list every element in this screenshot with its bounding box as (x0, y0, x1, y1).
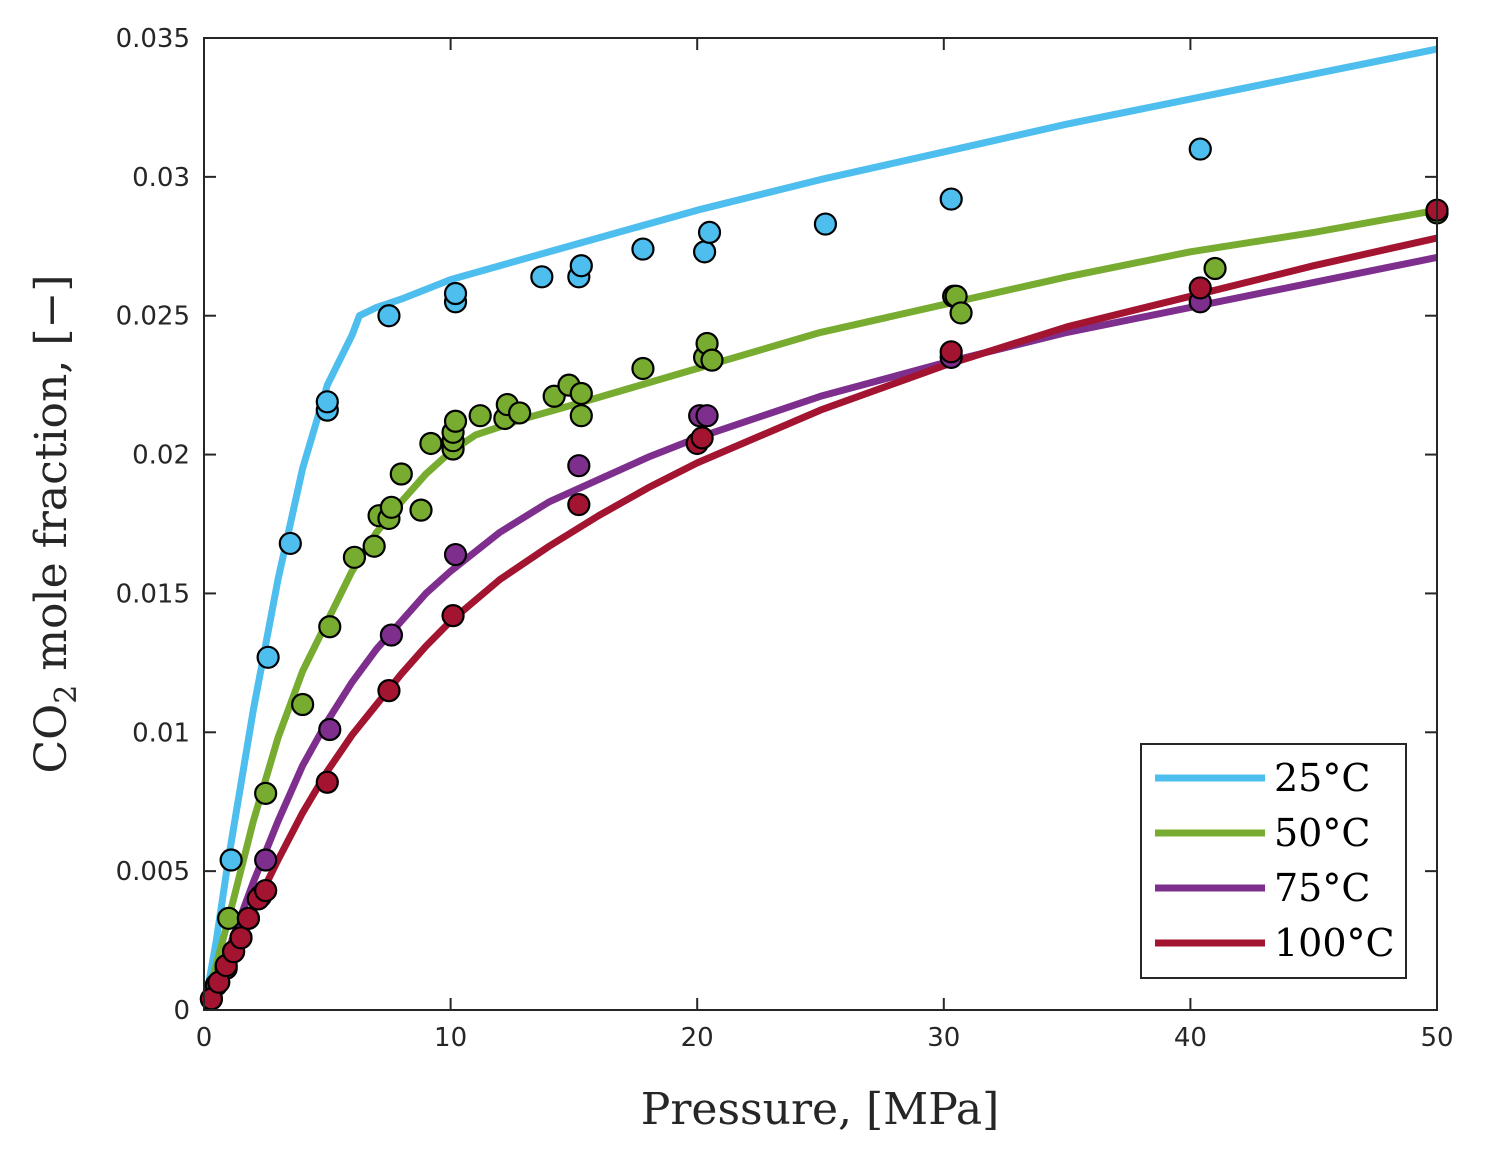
legend-label-2: 75°C (1274, 866, 1370, 910)
series-line-0 (204, 45, 1437, 1010)
data-point-series-1 (443, 409, 468, 433)
data-point-series-3 (229, 926, 253, 950)
x-tick-label: 50 (1420, 1023, 1453, 1053)
y-axis-title-prefix: CO (26, 704, 77, 774)
y-tick-label: 0.035 (116, 24, 190, 54)
data-point-series-1 (409, 498, 433, 522)
data-point-series-0 (530, 265, 554, 289)
data-point-series-1 (569, 381, 593, 406)
data-point-series-1 (468, 404, 492, 428)
y-tick-label: 0.02 (132, 441, 190, 471)
data-point-series-1 (1203, 256, 1227, 281)
legend-box (1140, 743, 1407, 979)
y-tick-labels: 0 0.005 0.01 0.015 0.02 0.025 0.03 0.035 (116, 24, 190, 1026)
data-point-series-3 (567, 492, 591, 517)
x-tick-label: 10 (434, 1023, 467, 1053)
legend-label-1: 50°C (1274, 811, 1370, 855)
data-point-series-0 (315, 390, 339, 414)
data-point-series-0 (1188, 137, 1212, 161)
x-axis-title: Pressure, [MPa] (641, 1084, 999, 1135)
data-point-series-2 (695, 404, 719, 428)
legend-label-3: 100°C (1274, 921, 1395, 965)
y-tick-label: 0.005 (116, 857, 190, 887)
data-point-series-0 (443, 281, 468, 306)
data-point-series-0 (939, 187, 963, 211)
data-point-series-1 (362, 534, 386, 558)
data-point-series-1 (949, 301, 973, 325)
y-tick-label: 0.025 (116, 302, 190, 332)
y-tick-label: 0.03 (132, 163, 190, 193)
y-axis-title-subscript: 2 (49, 685, 84, 704)
data-point-series-1 (217, 906, 241, 930)
axes-box (203, 37, 1438, 1011)
data-point-series-0 (569, 254, 593, 278)
x-tick-label: 30 (927, 1023, 960, 1053)
axis-ticks (203, 37, 1438, 1011)
data-point-series-1 (569, 404, 593, 428)
data-point-series-1 (419, 431, 443, 456)
series-line-3 (204, 234, 1437, 1010)
data-point-series-1 (389, 462, 413, 486)
data-point-series-0 (256, 645, 280, 669)
data-point-series-2 (379, 623, 404, 647)
data-point-series-1 (342, 545, 367, 569)
data-point-series-0 (697, 220, 722, 244)
data-point-series-1 (631, 356, 655, 381)
y-tick-label: 0 (173, 996, 190, 1026)
y-axis-title-suffix: mole fraction, [−] (26, 274, 77, 684)
data-point-series-3 (441, 604, 465, 628)
y-tick-label: 0.015 (116, 579, 190, 609)
data-point-series-1 (379, 495, 404, 519)
data-point-series-0 (692, 240, 717, 264)
data-point-series-3 (236, 906, 260, 930)
data-point-series-3 (1188, 276, 1212, 300)
data-point-series-3 (690, 426, 714, 450)
data-point-series-3 (315, 770, 339, 794)
data-point-series-0 (377, 304, 401, 328)
data-point-series-3 (254, 878, 278, 903)
x-tick-labels: 0 10 20 30 40 50 (196, 1023, 1454, 1053)
data-point-series-1 (318, 615, 342, 639)
y-axis-title: CO2 mole fraction, [−] (26, 274, 84, 773)
data-point-series-1 (700, 348, 724, 372)
svg-text:CO2 mole fraction, [−]: CO2 mole fraction, [−] (26, 274, 84, 773)
data-point-series-1 (254, 781, 278, 805)
data-point-series-2 (254, 848, 278, 872)
data-point-series-3 (939, 340, 963, 364)
legend-label-0: 25°C (1274, 756, 1370, 800)
data-point-series-3 (377, 679, 401, 703)
x-tick-label: 0 (196, 1023, 213, 1053)
data-point-series-0 (278, 531, 302, 556)
x-tick-label: 20 (681, 1023, 714, 1053)
y-tick-label: 0.01 (132, 718, 190, 748)
data-point-series-2 (318, 717, 342, 742)
data-point-series-1 (508, 401, 532, 425)
x-tick-label: 40 (1174, 1023, 1207, 1053)
data-point-series-0 (631, 237, 655, 261)
legend: 25°C 50°C 75°C 100°C (1140, 743, 1407, 979)
data-point-series-2 (443, 542, 468, 567)
data-point-series-2 (567, 454, 591, 478)
data-point-series-0 (219, 848, 243, 872)
data-point-series-1 (291, 692, 315, 717)
data-point-series-0 (813, 212, 838, 236)
